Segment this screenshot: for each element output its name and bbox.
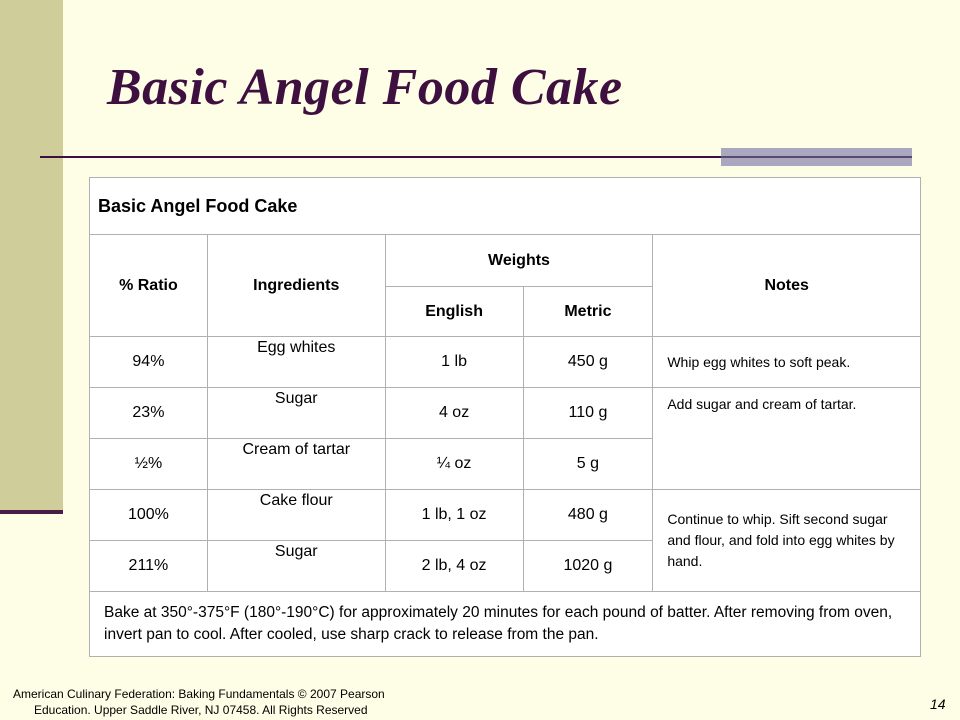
header-ratio: % Ratio xyxy=(89,234,208,337)
ingredient-cell: Egg whites xyxy=(206,336,386,388)
footer-line-1: American Culinary Federation: Baking Fun… xyxy=(13,687,385,701)
header-english: English xyxy=(384,286,524,337)
title-rule-accent-line xyxy=(721,156,912,158)
table-row: 94% Egg whites 1 lb 450 g Whip egg white… xyxy=(89,336,921,388)
ratio-cell: 100% xyxy=(89,489,208,541)
ingredient-cell: Cream of tartar xyxy=(206,438,386,490)
left-accent-bar xyxy=(0,0,63,512)
ratio-cell: 23% xyxy=(89,387,208,439)
bake-instructions: Bake at 350°-375°F (180°-190°C) for appr… xyxy=(89,591,921,657)
header-weights: Weights xyxy=(384,234,654,287)
title-rule xyxy=(40,156,912,158)
metric-weight-cell: 480 g xyxy=(522,489,654,541)
english-weight-cell: 1 lb xyxy=(384,336,524,388)
note-cell: Whip egg whites to soft peak. xyxy=(652,336,921,388)
table-row: ½% Cream of tartar ¼ oz 5 g xyxy=(89,438,921,490)
note-cell: Add sugar and cream of tartar. xyxy=(652,387,921,490)
header-ingredients: Ingredients xyxy=(206,234,386,337)
ingredient-cell: Cake flour xyxy=(206,489,386,541)
header-notes: Notes xyxy=(652,234,921,337)
metric-weight-cell: 5 g xyxy=(522,438,654,490)
recipe-table: Basic Angel Food Cake % Ratio Ingredient… xyxy=(89,177,921,657)
page-number: 14 xyxy=(930,696,946,712)
ingredient-cell: Sugar xyxy=(206,540,386,592)
header-metric: Metric xyxy=(522,286,654,337)
table-row: 23% Sugar 4 oz 110 g Add sugar and cream… xyxy=(89,387,921,490)
metric-weight-cell: 1020 g xyxy=(522,540,654,592)
ratio-cell: 94% xyxy=(89,336,208,388)
table-row: 100% Cake flour 1 lb, 1 oz 480 g Continu… xyxy=(89,489,921,592)
metric-weight-cell: 110 g xyxy=(522,387,654,439)
english-weight-cell: 1 lb, 1 oz xyxy=(384,489,524,541)
ratio-cell: ½% xyxy=(89,438,208,490)
footer-line-2: Education. Upper Saddle River, NJ 07458.… xyxy=(34,703,368,717)
table-caption: Basic Angel Food Cake xyxy=(89,177,921,235)
note-cell: Continue to whip. Sift second sugar and … xyxy=(652,489,921,592)
metric-weight-cell: 450 g xyxy=(522,336,654,388)
english-weight-cell: ¼ oz xyxy=(384,438,524,490)
slide-title: Basic Angel Food Cake xyxy=(107,59,623,116)
left-accent-bar-rule xyxy=(0,510,63,514)
ratio-cell: 211% xyxy=(89,540,208,592)
english-weight-cell: 2 lb, 4 oz xyxy=(384,540,524,592)
english-weight-cell: 4 oz xyxy=(384,387,524,439)
copyright-footer: American Culinary Federation: Baking Fun… xyxy=(13,686,385,718)
ingredient-cell: Sugar xyxy=(206,387,386,439)
